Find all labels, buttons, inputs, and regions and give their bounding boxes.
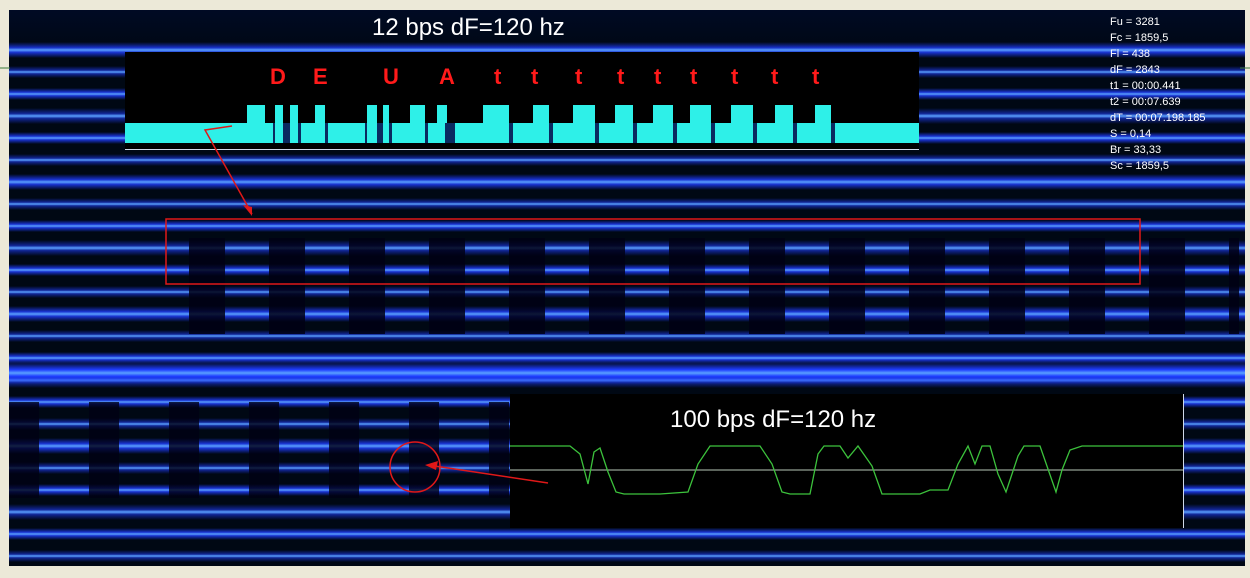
stat-fl: Fl = 438 (1110, 48, 1151, 60)
decoded-letter: t (531, 64, 539, 89)
inset-panel-12bps (125, 52, 919, 150)
spectrum-band (9, 154, 1245, 166)
signal-notch (595, 123, 599, 143)
spectrum-band (9, 174, 1245, 190)
signal-pulse (367, 105, 377, 125)
signal-pulse (775, 105, 793, 125)
stat-fc: Fc = 1859,5 (1110, 32, 1169, 44)
spectrum-band (9, 528, 1245, 540)
signal-pulse (815, 105, 831, 125)
signal-notch (753, 123, 757, 143)
decoded-letter: t (654, 64, 662, 89)
inset-title-100bps: 100 bps dF=120 hz (670, 406, 877, 433)
measurement-readout: Fu = 3281 Fc = 1859,5 Fl = 438 dF = 2843… (1110, 14, 1206, 174)
signal-pulse (483, 105, 509, 125)
decoded-letter: t (617, 64, 625, 89)
signal-notch (389, 123, 392, 143)
signal-pulse (410, 105, 425, 125)
signal-pulse (247, 105, 265, 125)
decoded-letter: t (494, 64, 502, 89)
signal-pulse (731, 105, 753, 125)
spectrum-band (9, 550, 1245, 562)
stat-sc: Sc = 1859,5 (1110, 160, 1170, 172)
decoded-letter: D (270, 64, 286, 89)
decoded-letter: t (812, 64, 820, 89)
signal-pulse (533, 105, 549, 125)
signal-notch (445, 123, 455, 143)
waveform-trace (510, 444, 1183, 495)
stat-t2: t2 = 00:07.639 (1110, 96, 1181, 108)
waveform-100bps (510, 444, 1183, 495)
signal-notch (793, 123, 797, 143)
signal-pulse (275, 105, 283, 125)
decoded-letter: E (313, 64, 328, 89)
signal-12bps-trace (125, 105, 919, 143)
signal-pulse (437, 105, 447, 125)
decoded-letter: U (383, 64, 399, 89)
carrier-band (9, 362, 1245, 384)
signal-pulse (653, 105, 673, 125)
keyed-signal-region-lower (9, 402, 509, 498)
signal-notch (425, 123, 428, 143)
signal-notch (325, 123, 328, 143)
signal-notch (673, 123, 677, 143)
stat-dt: dT = 00:07.198.185 (1110, 112, 1206, 124)
signal-pulse (615, 105, 633, 125)
signal-notch (377, 123, 383, 143)
signal-pulse (690, 105, 711, 125)
stat-s: S = 0,14 (1110, 128, 1152, 140)
decoded-letter: t (575, 64, 583, 89)
signal-notch (298, 123, 301, 143)
signal-notch (509, 123, 513, 143)
signal-notch (283, 123, 290, 143)
decoded-letter: t (731, 64, 739, 89)
signal-pulse (573, 105, 595, 125)
stat-fu: Fu = 3281 (1110, 16, 1160, 28)
signal-pulse (383, 105, 389, 125)
signal-pulse (315, 105, 325, 125)
spectrum-band (9, 198, 1245, 210)
signal-pulse (290, 105, 298, 125)
signal-notch (273, 123, 275, 143)
signal-notch (549, 123, 553, 143)
spectrum-band (9, 220, 1245, 232)
inset-title-12bps: 12 bps dF=120 hz (372, 14, 565, 41)
signal-notch (365, 123, 367, 143)
spectrum-band (9, 352, 1245, 364)
signal-notch (831, 123, 835, 143)
stat-br: Br = 33,33 (1110, 144, 1162, 156)
keyed-signal-region (189, 238, 1239, 334)
decoded-letter: t (771, 64, 779, 89)
decoded-letter: A (439, 64, 455, 89)
signal-baseline (125, 123, 919, 143)
inset-panel-100bps (510, 394, 1184, 528)
decoded-letter: t (690, 64, 698, 89)
stat-df: dF = 2843 (1110, 64, 1160, 76)
scroll-edge (9, 10, 1245, 50)
stat-t1: t1 = 00:00.441 (1110, 80, 1181, 92)
signal-notch (633, 123, 637, 143)
signal-notch (711, 123, 715, 143)
